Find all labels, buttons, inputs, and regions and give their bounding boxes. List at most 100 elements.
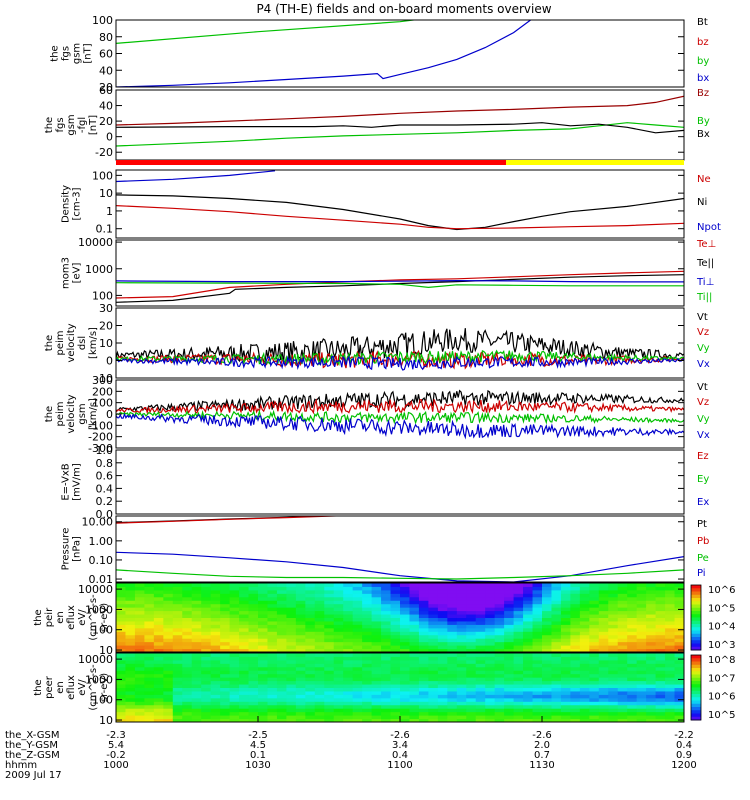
y-tick-label: -20: [95, 146, 113, 159]
spectrogram-cell: [267, 697, 278, 702]
spectrogram-cell: [542, 638, 552, 643]
spectrogram-cell: [655, 610, 666, 615]
legend-label: Ti||: [696, 292, 712, 303]
spectrogram-cell: [475, 631, 486, 636]
spectrogram-cell: [475, 656, 486, 661]
spectrogram-cell: [475, 701, 486, 706]
spectrogram-cell: [381, 680, 392, 685]
spectrogram-cell: [418, 589, 429, 594]
spectrogram-cell: [674, 687, 684, 692]
spectrogram-cell: [125, 645, 136, 650]
spectrogram-cell: [532, 704, 543, 709]
spectrogram-cell: [125, 694, 136, 699]
spectrogram-cell: [324, 704, 335, 709]
spectrogram-cell: [400, 634, 410, 639]
spectrogram-cell: [513, 701, 524, 706]
spectrogram-cell: [579, 648, 590, 652]
spectrogram-cell: [485, 593, 496, 598]
spectrogram-cell: [665, 596, 676, 601]
spectrogram-cell: [333, 617, 344, 622]
x-axis-value: -2.6: [532, 730, 552, 741]
spectrogram-cell: [494, 687, 505, 692]
spectrogram-cell: [182, 624, 193, 629]
spectrogram-cell: [153, 627, 164, 632]
spectrogram-cell: [220, 624, 231, 629]
spectrogram-cell: [418, 614, 429, 618]
spectrogram-cell: [305, 603, 316, 608]
spectrogram-cell: [134, 659, 145, 664]
spectrogram-cell: [608, 583, 619, 587]
y-axis-label-line: eV/: [77, 609, 88, 626]
spectrogram-cell: [665, 627, 676, 632]
spectrogram-cell: [608, 673, 619, 678]
spectrogram-cell: [475, 715, 486, 720]
spectrogram-cell: [542, 697, 552, 702]
spectrogram-cell: [172, 701, 183, 706]
spectrogram-cell: [125, 620, 136, 625]
spectrogram-cell: [210, 589, 221, 594]
spectrogram-cell: [674, 614, 684, 618]
spectrogram-cell: [239, 673, 250, 678]
spectrogram-cell: [125, 641, 136, 646]
spectrogram-cell: [305, 607, 316, 612]
spectrogram-cell: [570, 593, 581, 598]
spectrogram-cell: [570, 620, 581, 625]
spectrogram-cell: [627, 718, 638, 722]
legend-label: By: [697, 116, 710, 127]
spectrogram-cell: [125, 583, 136, 587]
spectrogram-cell: [125, 680, 136, 685]
spectrogram-cell: [617, 663, 628, 668]
spectrogram-cell: [598, 610, 609, 615]
spectrogram-cell: [608, 593, 619, 598]
spectrogram-cell: [134, 663, 145, 668]
spectrogram-cell: [494, 614, 505, 618]
spectrogram-cell: [447, 666, 458, 671]
spectrogram-cell: [153, 631, 164, 636]
spectrogram-cell: [636, 715, 647, 720]
spectrogram-cell: [362, 704, 373, 709]
spectrogram-cell: [409, 704, 420, 709]
spectrogram-cell: [579, 631, 590, 636]
spectrogram-cell: [494, 659, 505, 664]
spectrogram-cell: [390, 638, 401, 643]
x-axis-value: 1000: [103, 760, 128, 771]
spectrogram-cell: [276, 701, 287, 706]
spectrogram-cell: [333, 627, 344, 632]
spectrogram-cell: [201, 653, 212, 657]
spectrogram-cell: [504, 617, 515, 622]
spectrogram-cell: [456, 697, 467, 702]
spectrogram-cell: [655, 600, 666, 605]
spectrogram-cell: [560, 656, 571, 661]
spectrogram-cell: [570, 680, 581, 685]
spectrogram-cell: [456, 620, 467, 625]
spectrogram-cell: [362, 631, 373, 636]
spectrogram-cell: [475, 589, 486, 594]
spectrogram-cell: [248, 638, 259, 643]
spectrogram-cell: [466, 634, 477, 639]
spectrogram-cell: [314, 715, 325, 720]
spectrogram-cell: [570, 694, 581, 699]
spectrogram-cell: [504, 610, 515, 615]
legend-label: Npot: [697, 222, 721, 233]
spectrogram-cell: [409, 687, 420, 692]
spectrogram-cell: [144, 583, 155, 587]
spectrogram-cell: [570, 641, 581, 646]
spectrogram-cell: [352, 670, 363, 675]
spectrogram-cell: [570, 624, 581, 629]
spectrogram-cell: [182, 684, 193, 688]
spectrogram-cell: [220, 589, 231, 594]
spectrogram-cell: [589, 638, 600, 643]
spectrogram-cell: [144, 603, 155, 608]
spectrogram-cell: [267, 583, 278, 587]
spectrogram-cell: [579, 638, 590, 643]
spectrogram-cell: [305, 701, 316, 706]
spectrogram-cell: [191, 708, 202, 713]
spectrogram-cell: [191, 614, 202, 618]
spectrogram-cell: [456, 708, 467, 713]
spectrogram-cell: [182, 603, 193, 608]
spectrogram-cell: [400, 607, 410, 612]
spectrogram-cell: [229, 670, 240, 675]
spectrogram-cell: [295, 666, 306, 671]
y-axis-label-line: dsl: [77, 336, 88, 350]
colorbar-step: [691, 677, 701, 682]
